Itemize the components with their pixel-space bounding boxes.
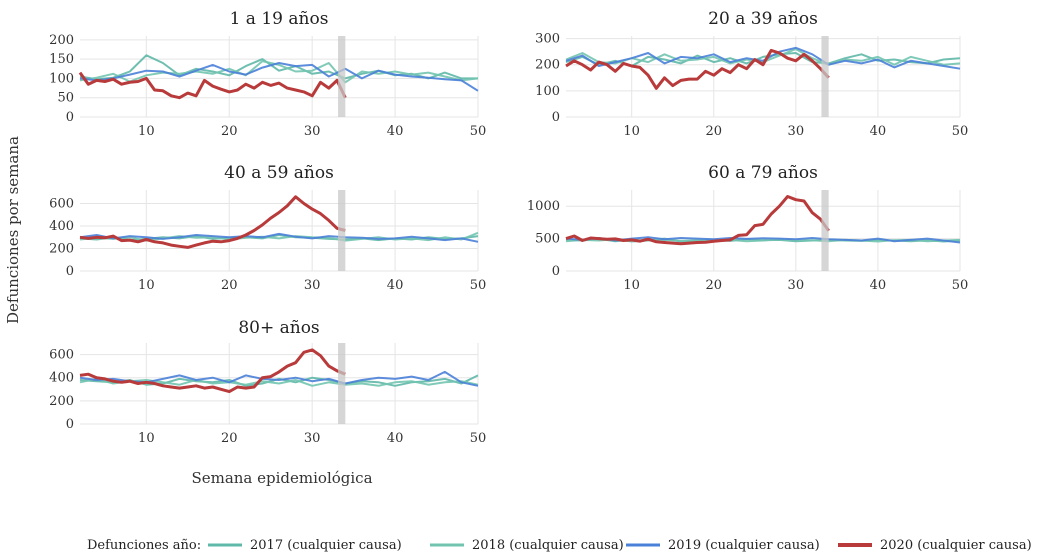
x-tick-label: 20 <box>221 278 238 293</box>
x-tick-label: 10 <box>623 124 640 139</box>
x-tick-label: 40 <box>870 278 887 293</box>
legend-label: 2019 (cualquier causa) <box>668 538 820 553</box>
series-line-2018 <box>79 60 479 84</box>
highlight-band <box>821 36 829 117</box>
series-line-2020 <box>79 348 346 394</box>
y-tick-label: 500 <box>535 232 560 247</box>
x-tick-label: 20 <box>221 124 238 139</box>
highlight-band <box>338 190 346 271</box>
highlight-band <box>821 190 829 271</box>
x-tick-label: 20 <box>705 278 722 293</box>
series-line-2019 <box>79 62 479 92</box>
highlight-band <box>338 36 346 117</box>
y-tick-label: 400 <box>49 371 74 386</box>
y-tick-label: 0 <box>552 110 560 125</box>
panel-20-a-39: 20 a 39 años 0 100 200 300 10 20 30 40 50 <box>535 9 968 139</box>
x-tick-label: 50 <box>952 124 969 139</box>
series-line-2020 <box>79 195 346 249</box>
panel-title-40-a-59: 40 a 59 años <box>224 163 334 183</box>
panel-title-60-a-79: 60 a 79 años <box>708 163 818 183</box>
x-tick-label: 40 <box>387 124 404 139</box>
x-axis-title: Semana epidemiológica <box>191 469 372 487</box>
panel-title-20-a-39: 20 a 39 años <box>708 9 818 29</box>
x-tick-label: 50 <box>952 278 969 293</box>
y-tick-label: 0 <box>66 110 74 125</box>
x-tick-label: 10 <box>138 278 155 293</box>
panel-60-a-79: 60 a 79 años 0 500 1000 10 20 30 40 50 <box>527 163 968 293</box>
y-tick-label: 100 <box>535 84 560 99</box>
y-tick-label: 0 <box>66 264 74 279</box>
y-tick-label: 600 <box>49 348 74 363</box>
x-tick-label: 30 <box>788 124 805 139</box>
x-tick-label: 50 <box>470 278 487 293</box>
series-line-2020 <box>565 48 830 90</box>
y-tick-label: 200 <box>535 58 560 73</box>
series-line-2019 <box>79 232 479 243</box>
panel-40-a-59: 40 a 59 años 0 200 400 600 10 20 30 40 50 <box>49 163 486 293</box>
panel-title-1-a-19: 1 a 19 años <box>230 9 329 29</box>
legend-label: 2017 (cualquier causa) <box>250 538 402 553</box>
x-tick-label: 50 <box>470 124 487 139</box>
x-tick-label: 30 <box>304 278 321 293</box>
panel-80-plus: 80+ años 0 200 400 600 10 20 30 40 50 <box>49 318 486 446</box>
y-tick-label: 200 <box>49 242 74 257</box>
y-tick-label: 400 <box>49 219 74 234</box>
x-tick-label: 40 <box>387 431 404 446</box>
y-tick-label: 1000 <box>527 199 560 214</box>
y-tick-label: 0 <box>66 417 74 432</box>
y-tick-label: 50 <box>57 91 74 106</box>
x-tick-label: 20 <box>221 431 238 446</box>
series-line-2020 <box>565 195 830 246</box>
legend-title: Defunciones año: <box>87 538 201 553</box>
x-tick-label: 40 <box>387 278 404 293</box>
y-tick-label: 300 <box>535 32 560 47</box>
x-tick-label: 40 <box>870 124 887 139</box>
legend-label: 2018 (cualquier causa) <box>472 538 624 553</box>
panel-1-a-19: 1 a 19 años 0 50 100 150 200 10 20 30 40 50 <box>49 9 486 139</box>
y-tick-label: 600 <box>49 197 74 212</box>
y-tick-label: 0 <box>552 264 560 279</box>
x-tick-label: 20 <box>705 124 722 139</box>
series-line-2017 <box>79 374 479 387</box>
x-tick-label: 30 <box>304 431 321 446</box>
x-tick-label: 10 <box>623 278 640 293</box>
panel-title-80-plus: 80+ años <box>238 318 319 338</box>
series-line-2020 <box>78 71 347 100</box>
x-tick-label: 30 <box>304 124 321 139</box>
x-tick-label: 50 <box>470 431 487 446</box>
legend-label: 2020 (cualquier causa) <box>880 538 1032 553</box>
x-tick-label: 10 <box>138 431 155 446</box>
y-tick-label: 100 <box>49 71 74 86</box>
y-tick-label: 200 <box>49 33 74 48</box>
highlight-band <box>338 343 346 424</box>
y-axis-title: Defunciones por semana <box>4 136 22 324</box>
legend: Defunciones año: 2017 (cualquier causa) 2… <box>87 538 1032 553</box>
y-tick-label: 200 <box>49 394 74 409</box>
series-line-2018 <box>79 377 479 387</box>
x-tick-label: 30 <box>788 278 805 293</box>
x-tick-label: 10 <box>138 124 155 139</box>
y-tick-label: 150 <box>49 52 74 67</box>
series-line-2019 <box>565 46 961 70</box>
